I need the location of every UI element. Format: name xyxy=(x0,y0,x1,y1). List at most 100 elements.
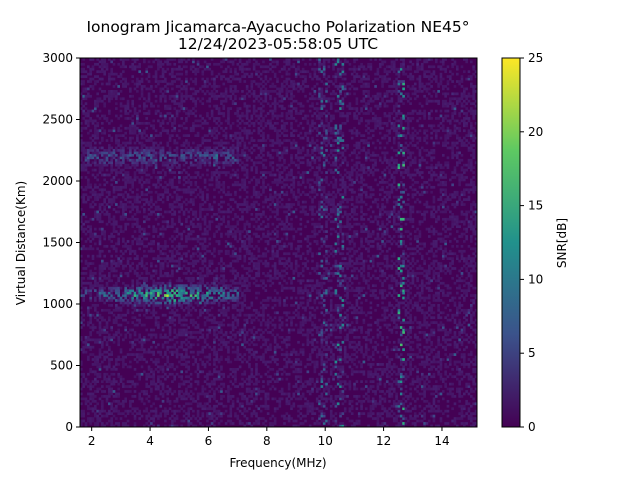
heatmap-cell xyxy=(108,380,111,384)
heatmap-cell xyxy=(140,136,144,140)
heatmap-cell xyxy=(112,190,116,194)
heatmap-cell xyxy=(164,210,167,214)
heatmap-cell xyxy=(136,136,139,140)
heatmap-cell xyxy=(138,151,142,155)
heatmap-cell xyxy=(147,149,151,152)
heatmap-cell xyxy=(255,380,258,384)
heatmap-cell xyxy=(112,380,116,384)
heatmap-cell xyxy=(117,306,120,310)
heatmap-cell xyxy=(185,237,188,241)
heatmap-cell xyxy=(82,281,85,285)
heatmap-cell xyxy=(213,326,216,329)
heatmap-cell xyxy=(94,296,97,300)
heatmap-cell xyxy=(164,419,167,423)
heatmap-cell xyxy=(168,338,172,342)
heatmap-cell xyxy=(210,289,214,292)
heatmap-cell xyxy=(98,272,102,275)
heatmap-cell xyxy=(98,249,102,253)
heatmap-cell xyxy=(96,304,99,307)
heatmap-cell xyxy=(257,217,261,221)
heatmap-cell xyxy=(96,102,99,106)
heatmap-cell xyxy=(201,392,205,396)
heatmap-cell xyxy=(150,104,153,108)
heatmap-cell xyxy=(171,380,174,384)
heatmap-cell xyxy=(257,156,261,160)
heatmap-cell xyxy=(208,404,212,408)
heatmap-cell xyxy=(257,117,261,120)
heatmap-cell xyxy=(91,121,95,125)
heatmap-cell xyxy=(189,77,193,81)
heatmap-cell xyxy=(243,414,247,418)
heatmap-cell xyxy=(241,65,244,69)
heatmap-cell xyxy=(91,237,95,241)
heatmap-cell xyxy=(222,299,226,302)
heatmap-cell xyxy=(236,414,240,418)
heatmap-cell xyxy=(175,235,179,238)
heatmap-cell xyxy=(115,173,118,177)
heatmap-cell xyxy=(103,254,106,258)
heatmap-cell xyxy=(147,72,151,76)
heatmap-cell xyxy=(152,235,156,238)
heatmap-cell xyxy=(98,188,102,192)
heatmap-cell xyxy=(229,225,233,229)
heatmap-cell xyxy=(117,338,120,342)
heatmap-cell xyxy=(98,70,102,74)
heatmap-cell xyxy=(168,279,172,283)
heatmap-cell xyxy=(224,340,228,344)
heatmap-cell xyxy=(185,363,188,366)
heatmap-cell xyxy=(203,321,207,324)
heatmap-cell xyxy=(189,222,193,226)
heatmap-cell xyxy=(203,85,207,88)
heatmap-cell xyxy=(140,121,144,125)
heatmap-cell xyxy=(189,272,193,275)
heatmap-cell xyxy=(143,102,146,106)
heatmap-cell xyxy=(143,136,146,140)
heatmap-cell xyxy=(129,360,132,364)
heatmap-cell xyxy=(199,153,202,157)
heatmap-cell xyxy=(161,119,165,123)
heatmap-cell xyxy=(96,363,99,366)
heatmap-cell xyxy=(180,171,184,174)
heatmap-cell xyxy=(131,311,135,315)
heatmap-cell xyxy=(101,279,104,283)
heatmap-cell xyxy=(236,89,240,93)
heatmap-cell xyxy=(124,212,128,216)
heatmap-cell xyxy=(241,328,244,332)
heatmap-cell xyxy=(175,134,179,138)
heatmap-cell xyxy=(140,304,144,307)
heatmap-cell xyxy=(145,269,149,273)
heatmap-cell xyxy=(185,225,188,229)
heatmap-cell xyxy=(150,380,153,384)
heatmap-cell xyxy=(110,424,113,428)
heatmap-cell xyxy=(178,210,181,214)
heatmap-cell xyxy=(87,185,90,189)
heatmap-cell xyxy=(245,87,249,91)
heatmap-cell xyxy=(187,151,191,155)
heatmap-cell xyxy=(213,328,216,332)
heatmap-cell xyxy=(87,65,90,69)
heatmap-cell xyxy=(257,311,261,315)
heatmap-cell xyxy=(194,286,198,290)
heatmap-cell xyxy=(201,404,205,408)
heatmap-cell xyxy=(154,269,158,273)
heatmap-cell xyxy=(122,360,125,364)
heatmap-cell xyxy=(168,117,172,120)
heatmap-cell xyxy=(259,335,263,339)
heatmap-cell xyxy=(126,274,130,278)
heatmap-cell xyxy=(129,249,132,253)
heatmap-cell xyxy=(220,65,223,69)
heatmap-cell xyxy=(178,318,181,322)
heatmap-cell xyxy=(154,75,158,78)
heatmap-cell xyxy=(87,247,90,251)
heatmap-cell xyxy=(234,286,237,290)
heatmap-cell xyxy=(196,301,200,305)
heatmap-cell xyxy=(213,146,216,150)
heatmap-cell xyxy=(199,252,202,256)
heatmap-cell xyxy=(208,331,212,334)
heatmap-cell xyxy=(217,210,221,214)
heatmap-cell xyxy=(131,99,135,103)
heatmap-cell xyxy=(255,284,258,288)
heatmap-cell xyxy=(126,424,130,428)
heatmap-cell xyxy=(192,151,195,155)
heatmap-cell xyxy=(171,422,174,425)
